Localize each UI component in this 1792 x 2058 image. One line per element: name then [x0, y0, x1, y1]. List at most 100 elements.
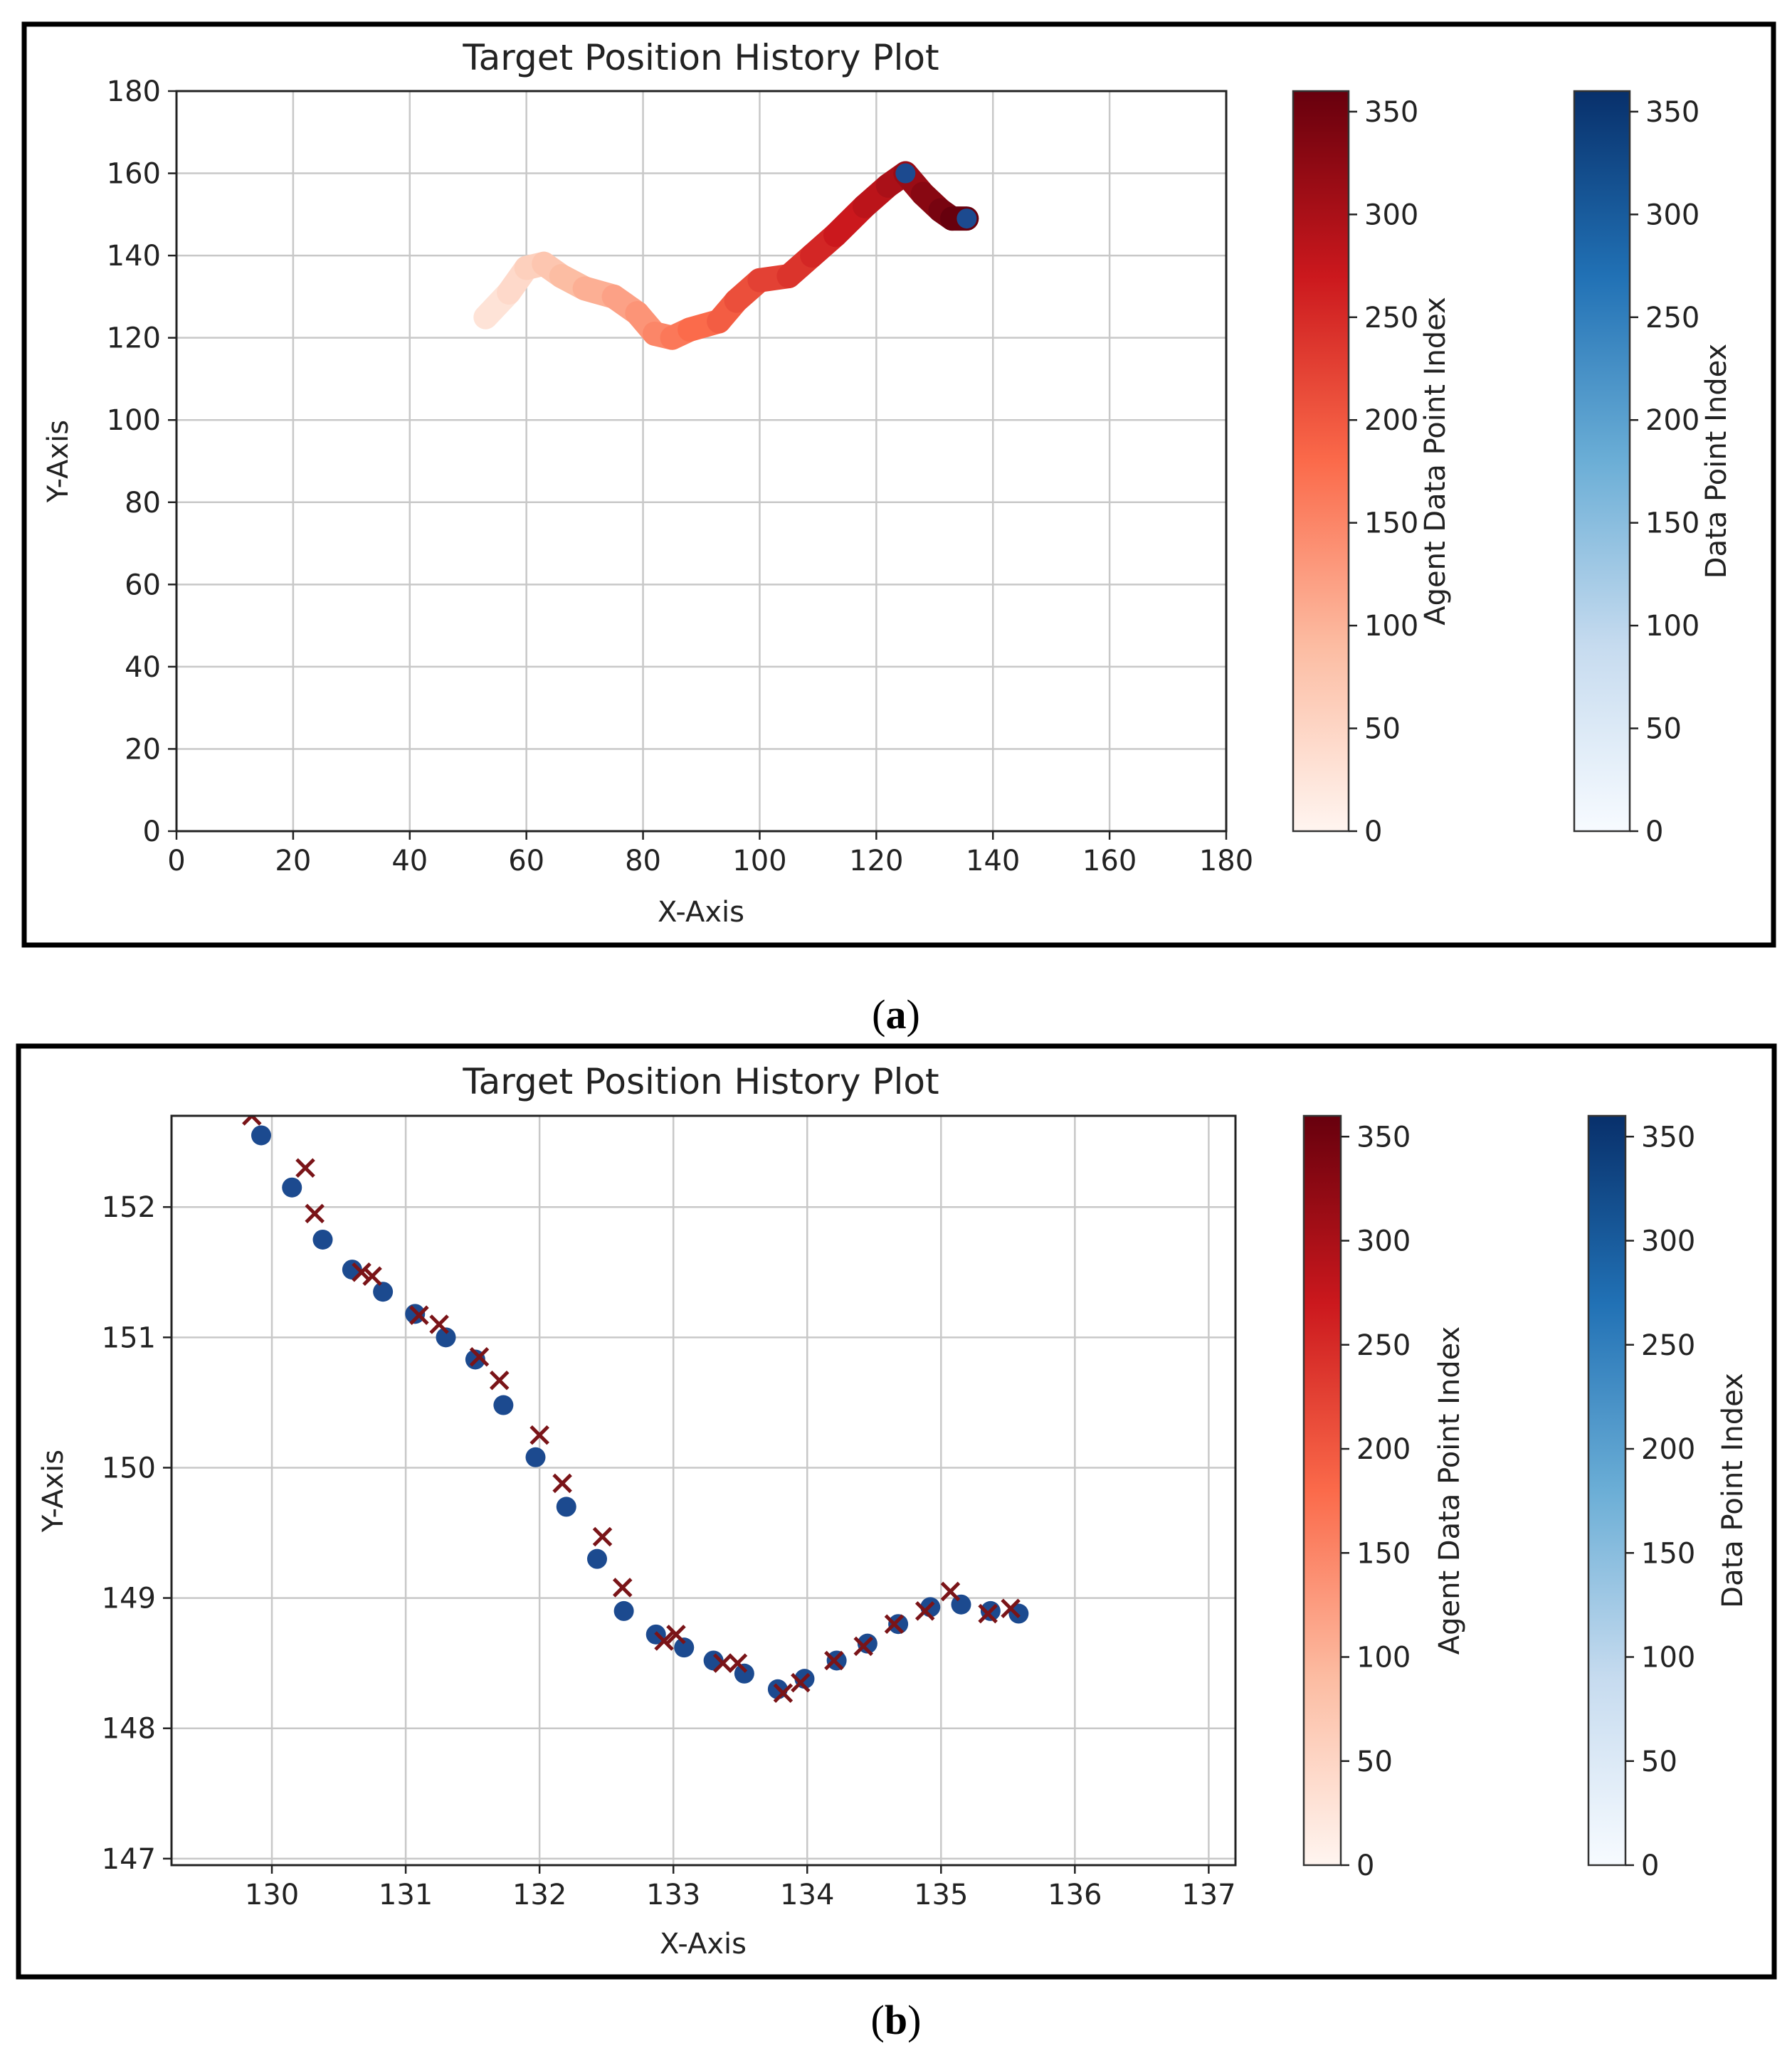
y-tick-label: 60 [125, 569, 161, 601]
y-axis-ticks: 147 148 149 150 151 152 [102, 1191, 172, 1876]
agent-point-x-stroke [824, 1650, 844, 1671]
x-tick-label: 100 [732, 845, 786, 877]
colorbar-gradient [1302, 1114, 1342, 1867]
colorbar-tick-label: 250 [1356, 1329, 1411, 1362]
x-tick-label: 40 [391, 845, 428, 877]
colorbar-tick-label: 50 [1641, 1746, 1677, 1778]
agent-point-x-stroke [915, 1601, 935, 1621]
agent-point-x [712, 1653, 733, 1673]
caption-a-letter: a [886, 991, 907, 1038]
x-tick-label: 180 [1199, 845, 1253, 877]
colorbar-tick-label: 300 [1641, 1225, 1695, 1258]
caption-b-letter: b [885, 1997, 907, 2043]
agent-point-x-stroke [884, 1614, 905, 1634]
data-point-circle [405, 1304, 426, 1324]
grid [175, 90, 1228, 833]
agent-point-x-stroke [429, 1314, 449, 1334]
colorbar-tick-label: 150 [1645, 507, 1699, 540]
agent-point-x-stroke [242, 1116, 255, 1126]
colorbar-tick-label: 200 [1645, 404, 1699, 437]
data-point-circle [674, 1637, 695, 1658]
data-point-circle [525, 1447, 546, 1467]
x-tick-label: 137 [1181, 1879, 1235, 1911]
y-axis-label: Y-Axis [42, 420, 75, 503]
data-point [895, 163, 916, 184]
agent-point-x-stroke [1001, 1598, 1021, 1619]
agent-point-x-stroke [352, 1262, 371, 1282]
agent-point-x [592, 1526, 613, 1547]
colorbar-label: Agent Data Point Index [1419, 297, 1452, 625]
x-tick-label: 120 [849, 845, 903, 877]
colorbar-label: Data Point Index [1700, 344, 1733, 579]
x-tick-label: 20 [275, 845, 311, 877]
y-tick-label: 40 [125, 651, 161, 684]
colorbar-tick-label: 300 [1645, 199, 1699, 231]
y-axis-ticks: 0 20 40 60 80 100 120 140 160 180 [107, 75, 176, 848]
colorbar-tick-label: 150 [1356, 1537, 1411, 1570]
colorbar-data: 0 50 100 150 200 250 300 350 Data Point Index [1587, 1114, 1749, 1882]
agent-point-x [612, 1578, 633, 1598]
data-point-circle [1008, 1603, 1029, 1624]
colorbar-label: Agent Data Point Index [1433, 1326, 1466, 1655]
y-tick-label: 148 [102, 1713, 156, 1746]
y-tick-label: 120 [107, 322, 161, 355]
colorbar-tick-label: 350 [1641, 1121, 1695, 1154]
agent-point-x-stroke [773, 1683, 794, 1704]
agent-point-x [666, 1625, 686, 1645]
agent-point-x [978, 1603, 998, 1624]
colorbar-tick-label: 100 [1356, 1642, 1411, 1674]
caption-b: (b) [871, 1997, 922, 2043]
agent-point-x [469, 1347, 490, 1367]
x-axis-ticks: 0 20 40 60 80 100 120 140 160 180 [167, 831, 1253, 877]
x-tick-label: 136 [1048, 1879, 1102, 1911]
data-point [956, 209, 977, 229]
y-tick-label: 152 [102, 1191, 156, 1224]
agent-point-x [362, 1266, 382, 1287]
colorbar-tick-label: 350 [1364, 96, 1418, 129]
agent-point-x [884, 1614, 905, 1634]
agent-point-x-stroke [592, 1526, 613, 1547]
x-tick-label: 132 [512, 1879, 566, 1911]
data-point-circle [734, 1663, 754, 1684]
data-point-circle [888, 1614, 909, 1635]
agent-point-x [295, 1158, 315, 1178]
axes-frame [175, 90, 1228, 833]
agent-point-x [1001, 1598, 1021, 1619]
axes-frame [170, 1114, 1237, 1867]
y-tick-label: 147 [102, 1843, 156, 1876]
data-point-circle [587, 1548, 607, 1569]
agent-point-x [409, 1305, 429, 1325]
x-tick-label: 80 [625, 845, 661, 877]
colorbar-tick-label: 350 [1645, 96, 1699, 129]
colorbar-tick-label: 100 [1364, 610, 1418, 643]
agent-point-x-stroke [666, 1625, 686, 1645]
y-tick-label: 140 [107, 240, 161, 273]
x-tick-label: 60 [508, 845, 544, 877]
x-tick-label: 140 [966, 845, 1020, 877]
colorbar-tick-label: 350 [1356, 1121, 1411, 1154]
agent-point-x-stroke [552, 1473, 572, 1494]
agent-point-x-stroke [791, 1672, 811, 1693]
colorbar-tick-label: 250 [1364, 302, 1418, 334]
agent-point-x-stroke [612, 1578, 633, 1598]
agent-point-x [727, 1653, 748, 1673]
y-tick-label: 150 [102, 1452, 156, 1484]
colorbar-tick-label: 100 [1641, 1642, 1695, 1674]
agent-point-x [242, 1116, 262, 1126]
colorbar-tick-label: 200 [1641, 1433, 1695, 1466]
x-tick-label: 130 [245, 1879, 299, 1911]
data-point-circle [251, 1125, 271, 1146]
colorbar-tick-label: 50 [1645, 713, 1682, 746]
plot-area [242, 1116, 1029, 1704]
agent-point-x-stroke [712, 1653, 733, 1673]
agent-point-x [915, 1601, 935, 1621]
y-tick-label: 180 [107, 75, 161, 108]
panel-a-frame [21, 21, 1776, 948]
agent-point-x [791, 1672, 811, 1693]
agent-point-x-stroke [305, 1203, 325, 1224]
colorbar-tick-label: 0 [1641, 1849, 1659, 1882]
colorbar-tick-label: 150 [1364, 507, 1418, 540]
colorbar-tick-label: 50 [1356, 1746, 1393, 1778]
colorbar-gradient [1587, 1114, 1627, 1867]
